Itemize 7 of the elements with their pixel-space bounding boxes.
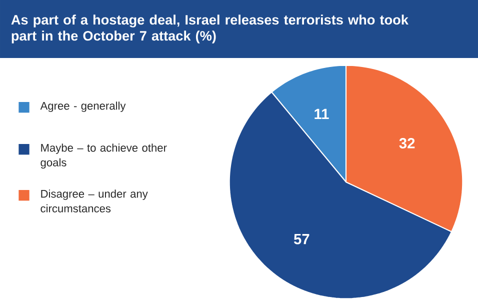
legend-label: Maybe – to achieve other goals <box>40 144 167 169</box>
data-label: 57 <box>294 234 310 244</box>
legend-label: Disagree – under any circumstances <box>40 190 148 212</box>
data-label: 11 <box>314 108 329 119</box>
legend-label: Agree - generally <box>40 102 126 112</box>
data-label: 32 <box>399 138 415 148</box>
chart-title: As part of a hostage deal, Israel releases terrorists who took part in the October 7 attack (%) <box>11 14 408 44</box>
